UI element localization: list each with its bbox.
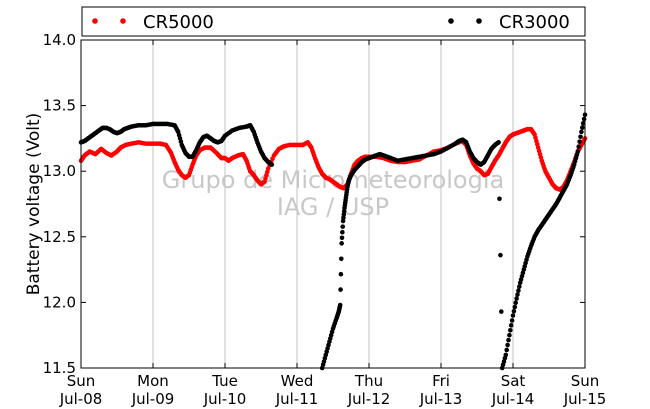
legend-box	[81, 6, 586, 37]
legend: CR5000 CR3000	[81, 6, 586, 37]
x-tick-label-date: Jul-14	[491, 390, 535, 408]
watermark-line: IAG / USP	[277, 193, 389, 221]
x-tick-label-day: Fri	[432, 372, 450, 390]
cr3000-point	[340, 224, 346, 229]
cr3000-point	[498, 252, 503, 258]
axis-layer: 11.512.012.513.013.514.0SunJul-08MonJul-…	[43, 31, 607, 408]
cr3000-point	[338, 287, 343, 292]
cr3000-point	[509, 318, 515, 323]
cr3000-point	[338, 271, 344, 277]
cr3000-point	[510, 313, 516, 318]
cr3000-point	[508, 327, 513, 333]
legend-label-cr5000: CR5000	[143, 12, 214, 33]
x-tick-label-day: Mon	[137, 372, 169, 390]
y-tick-label: 13.0	[43, 162, 76, 180]
x-tick-label-date: Jul-15	[563, 390, 607, 408]
y-tick-label: 11.5	[43, 359, 76, 377]
x-tick-label-day: Sun	[571, 372, 600, 390]
cr3000-point	[514, 296, 519, 301]
cr3000-point	[269, 162, 275, 167]
series-cr3000	[78, 112, 588, 371]
cr3000-point	[339, 241, 344, 246]
y-tick-label: 12.0	[43, 293, 76, 311]
cr3000-point	[575, 149, 581, 154]
x-tick-label-day: Sat	[501, 372, 526, 390]
legend-marker-cr3000-a	[448, 18, 454, 24]
x-tick-label-day: Sun	[67, 372, 96, 390]
cr3000-point	[499, 309, 504, 314]
y-tick-label: 13.5	[43, 97, 76, 115]
cr3000-point	[505, 342, 510, 348]
legend-marker-cr3000-b	[476, 18, 482, 24]
cr3000-point	[504, 347, 510, 353]
x-tick-label-date: Jul-12	[347, 390, 391, 408]
cr3000-point	[503, 352, 509, 358]
cr3000-point	[340, 229, 345, 235]
cr3000-point	[497, 196, 502, 202]
cr3000-point	[516, 288, 521, 293]
cr3000-point	[576, 144, 581, 149]
x-tick-label-date: Jul-11	[275, 390, 319, 408]
cr3000-point	[511, 308, 517, 314]
cr3000-point	[580, 121, 586, 126]
cr3000-point	[513, 300, 518, 306]
cr3000-point	[515, 292, 520, 297]
cr3000-point	[506, 337, 511, 343]
y-tick-label: 14.0	[43, 31, 76, 49]
y-axis-label: Battery voltage (Volt)	[24, 113, 44, 296]
cr3000-point	[508, 323, 514, 328]
cr3000-point	[578, 134, 583, 140]
cr3000-point	[337, 302, 343, 308]
cr3000-point	[577, 139, 582, 144]
legend-marker-cr5000-b	[120, 18, 126, 24]
cr3000-point	[581, 116, 587, 122]
plot-frame	[80, 39, 586, 369]
cr3000-point	[517, 284, 522, 289]
cr3000-point	[580, 125, 585, 130]
cr3000-point	[512, 304, 518, 310]
legend-marker-cr5000-a	[92, 18, 98, 24]
x-tick-label-day: Tue	[211, 372, 238, 390]
series-cr5000	[78, 126, 588, 192]
cr3000-point	[338, 256, 344, 262]
legend-label-cr3000: CR3000	[499, 12, 570, 33]
cr3000-point	[507, 332, 512, 338]
x-tick-label-day: Wed	[281, 372, 314, 390]
x-tick-label-date: Jul-13	[419, 390, 463, 408]
x-tick-label-date: Jul-09	[131, 390, 175, 408]
x-tick-label-date: Jul-10	[203, 390, 247, 408]
cr3000-point	[579, 129, 584, 135]
x-tick-label-date: Jul-08	[59, 390, 103, 408]
x-tick-label-day: Thu	[354, 372, 383, 390]
y-tick-label: 12.5	[43, 228, 76, 246]
cr3000-point	[496, 140, 501, 145]
cr3000-point	[339, 235, 345, 241]
